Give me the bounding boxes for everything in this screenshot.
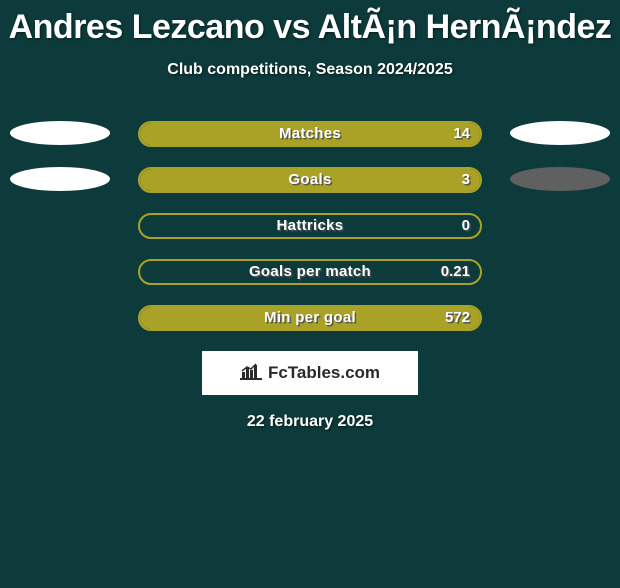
- date-label: 22 february 2025: [0, 413, 620, 431]
- stat-row: Min per goal 572: [0, 305, 620, 331]
- right-ellipse-0: [510, 121, 610, 145]
- stat-row: Hattricks 0: [0, 213, 620, 239]
- stat-label: Hattricks: [140, 217, 480, 234]
- stat-label: Goals per match: [140, 263, 480, 280]
- stat-bar-goals-per-match: Goals per match 0.21: [138, 259, 482, 285]
- stat-value: 0.21: [441, 263, 470, 280]
- stats-block: Matches 14 Goals 3 Hattricks 0 Goals per…: [0, 121, 620, 331]
- brand-box: FcTables.com: [202, 351, 418, 395]
- brand-text: FcTables.com: [268, 363, 380, 383]
- stat-bar-goals: Goals 3: [138, 167, 482, 193]
- stat-bar-fill: [140, 169, 480, 191]
- stat-bar-fill: [140, 123, 480, 145]
- left-ellipse-0: [10, 121, 110, 145]
- stat-row: Goals per match 0.21: [0, 259, 620, 285]
- bar-chart-icon: [240, 362, 262, 385]
- stat-bar-matches: Matches 14: [138, 121, 482, 147]
- right-ellipse-1: [510, 167, 610, 191]
- stat-bar-fill: [140, 307, 480, 329]
- left-ellipse-1: [10, 167, 110, 191]
- page-title: Andres Lezcano vs AltÃ¡n HernÃ¡ndez: [0, 8, 620, 47]
- stat-bar-min-per-goal: Min per goal 572: [138, 305, 482, 331]
- stat-value: 0: [462, 217, 470, 234]
- stat-bar-hattricks: Hattricks 0: [138, 213, 482, 239]
- season-subtitle: Club competitions, Season 2024/2025: [0, 61, 620, 79]
